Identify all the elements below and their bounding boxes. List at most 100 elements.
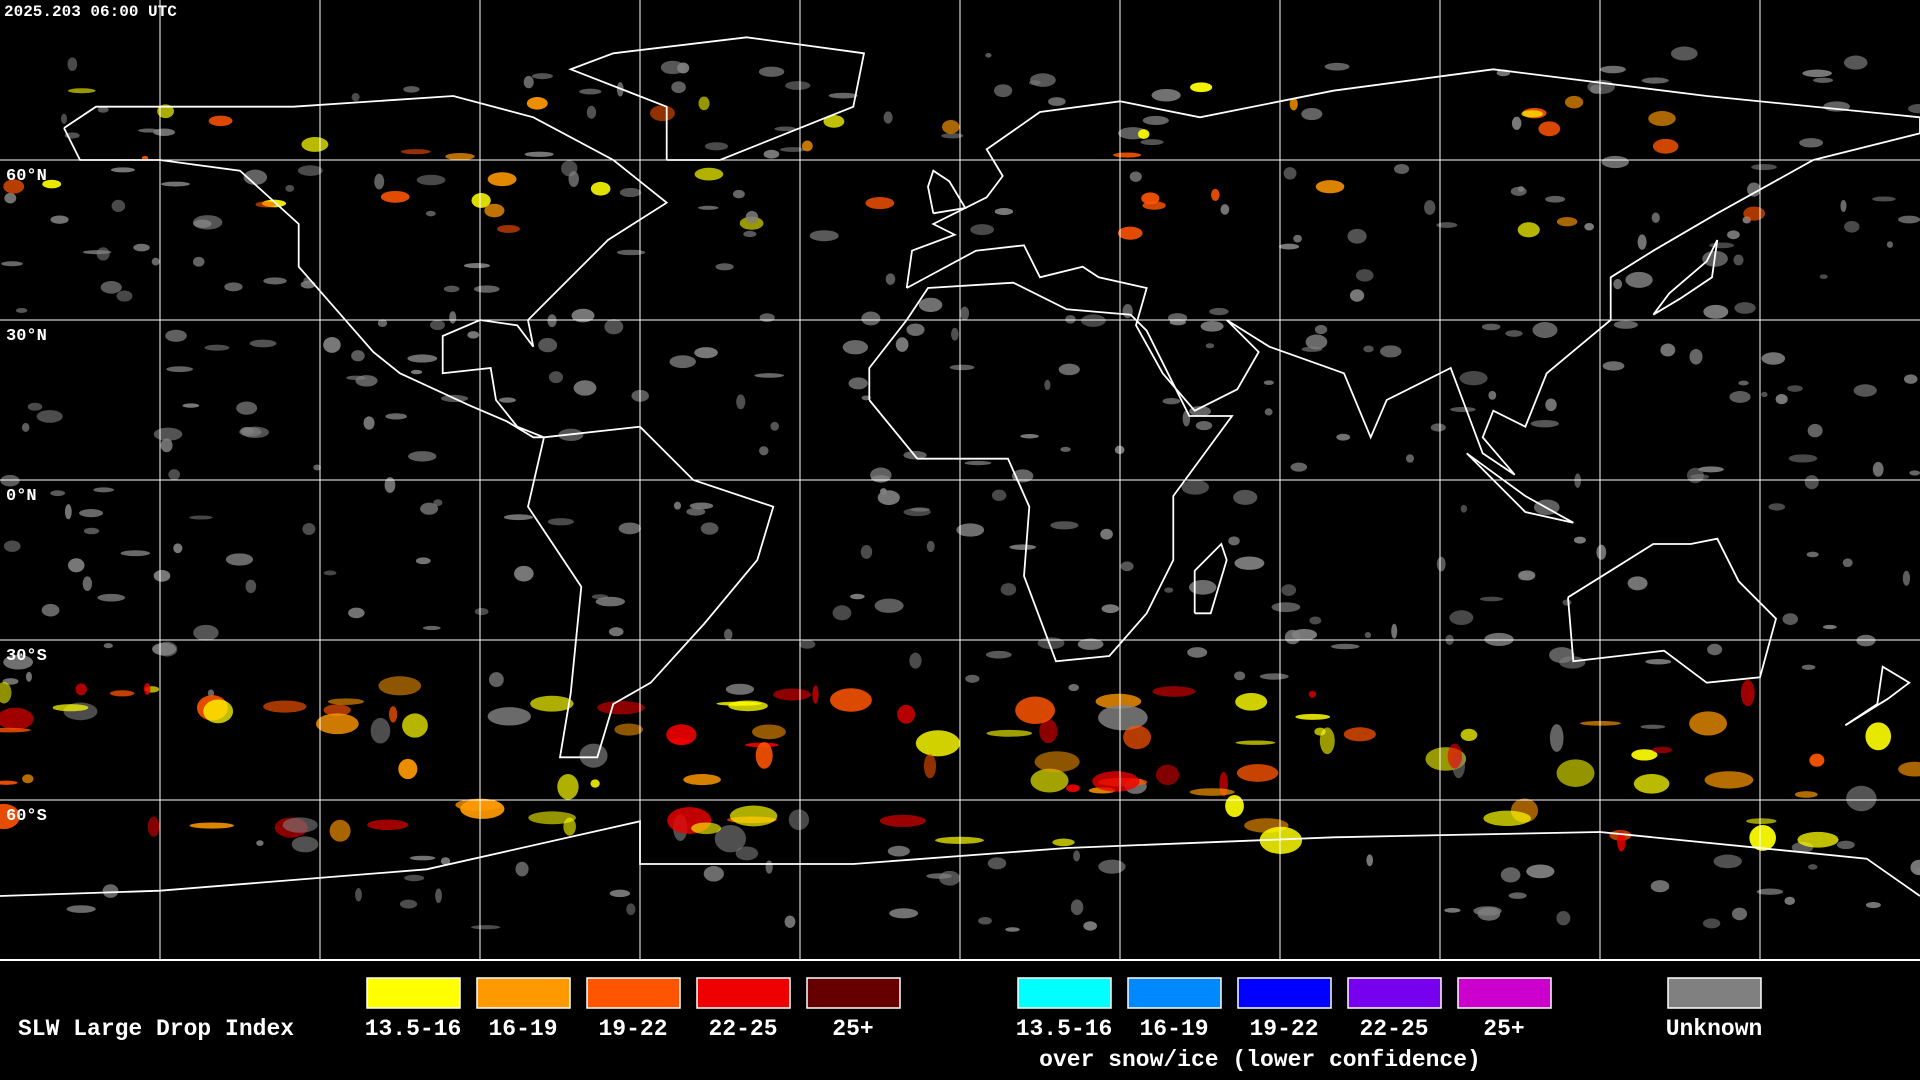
cloud-patch [445,152,475,161]
cloud-patch [1459,371,1488,386]
cloud-patch [189,515,213,520]
cloud-patch [763,149,780,159]
cloud-patch [1436,556,1446,572]
cloud-patch [1500,867,1521,883]
cloud-patch [1660,343,1676,357]
cloud-patch [716,701,762,706]
cloud-patch [1205,343,1215,349]
cloud-patch [440,857,451,866]
cloud-patch [1872,461,1884,477]
latitude-label: 30°N [6,327,47,346]
cloud-patch [378,676,422,696]
cloud-patch [1596,544,1607,560]
cloud-patch [770,421,779,431]
cloud-patch [1707,643,1723,656]
cloud-patch [1897,215,1920,224]
cloud-patch [50,215,69,224]
cloud-patch [1872,196,1896,202]
cloud-patch [1301,346,1323,352]
cloud-patch [595,596,625,607]
cloud-patch [758,66,785,77]
cloud-patch [1600,65,1626,74]
cloud-patch [561,160,578,177]
cloud-patch [1508,892,1527,899]
cloud-patch [399,899,418,909]
cloud-patch [471,193,491,208]
cloud-patch [160,181,190,187]
cloud-patch [297,165,323,176]
cloud-patch [1349,289,1365,302]
cloud-patch [68,88,96,94]
cloud-patch [1532,322,1558,339]
cloud-patch [1080,314,1106,327]
cloud-patch [590,181,611,196]
cloud-patch [1915,867,1920,874]
cloud-patch [484,203,505,218]
cloud-patch [1005,927,1020,932]
cloud-patch [736,394,746,410]
cloud-patch [1263,380,1274,386]
cloud-patch [700,522,719,535]
cloud-patch [1613,320,1638,329]
cloud-patch [168,469,181,481]
cloud-patch [166,366,193,373]
cloud-patch [660,60,685,75]
legend-label: 19-22 [1249,1016,1318,1042]
cloud-patch [1473,906,1502,916]
cloud-patch [1743,206,1766,221]
cloud-patch [941,133,964,139]
cloud-patch [895,337,909,352]
cloud-patch [1044,379,1051,391]
cloud-patch [143,683,151,695]
cloud-patch [83,527,100,535]
cloud-patch [1651,212,1660,223]
cloud-patch [1479,596,1504,602]
cloud-patch [138,128,160,133]
coastline [527,425,775,759]
cloud-patch [225,553,254,566]
cloud-patch [1853,384,1877,397]
cloud-patch [608,627,624,637]
cloud-patch [1556,217,1578,227]
cloud-patch [21,422,30,432]
cloud-patch [473,285,500,293]
cloud-patch [422,625,441,631]
cloud-patch [355,375,378,387]
cloud-patch [1865,722,1892,751]
cloud-patch [531,73,553,80]
cloud-patch [1549,647,1575,664]
coastline [568,36,866,161]
cloud-patch [1155,764,1180,785]
cloud-patch [724,628,733,641]
cloud-patch [1200,320,1224,332]
cloud-patch [1573,536,1586,544]
cloud-patch [1151,88,1181,102]
cloud-patch [147,816,160,837]
cloud-patch [182,403,200,408]
cloud-patch [515,861,529,877]
cloud-patch [725,683,755,695]
cloud-patch [1391,623,1398,639]
cloud-patch [759,313,775,323]
cloud-patch [1590,84,1602,94]
cloud-patch [812,685,819,704]
cloud-patch [255,201,277,208]
cloud-patch [323,336,341,353]
cloud-patch [408,451,437,462]
cloud-patch [224,282,243,292]
coastline [63,95,669,439]
cloud-patch [788,809,810,830]
cloud-patch [1077,638,1104,650]
cloud-patch [420,502,439,515]
cloud-patch [530,695,574,712]
cloud-patch [1738,380,1749,386]
cloud-patch [1259,826,1303,854]
cloud-patch [1291,628,1318,641]
coastline [1844,665,1911,727]
cloud-patch [249,339,277,348]
cloud-patch [832,605,852,621]
cloud-patch [683,774,721,786]
cloud-patch [470,925,501,930]
cloud-patch [151,257,160,266]
cloud-patch [370,717,391,744]
